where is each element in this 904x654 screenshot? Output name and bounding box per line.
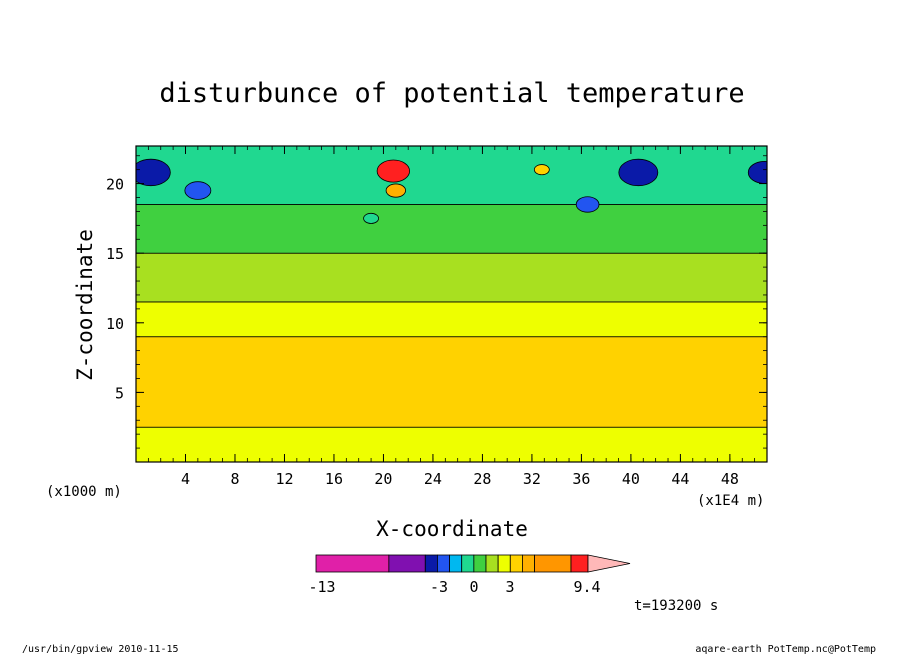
field-feature-4 bbox=[363, 212, 379, 224]
field-band-5 bbox=[136, 146, 767, 205]
field-feature-7 bbox=[747, 161, 767, 184]
x-tick-label: 4 bbox=[181, 470, 190, 488]
colorbar-label-1: 0 bbox=[469, 578, 478, 596]
field bbox=[136, 146, 767, 462]
x-tick-label: 40 bbox=[622, 470, 640, 488]
footer-left: /usr/bin/gpview 2010-11-15 bbox=[22, 644, 179, 654]
field-feature-3 bbox=[385, 183, 406, 198]
colorbar-segment-2 bbox=[424, 554, 438, 573]
field-feature-8 bbox=[533, 164, 550, 176]
field-feature-5 bbox=[618, 158, 659, 187]
x-tick-label: 44 bbox=[671, 470, 689, 488]
colorbar-segment-11 bbox=[534, 554, 572, 573]
colorbar-extend-arrow bbox=[587, 554, 631, 573]
field-band-1 bbox=[136, 336, 767, 428]
field-band-3 bbox=[136, 252, 767, 303]
field-band-4 bbox=[136, 204, 767, 254]
x-tick-label: 20 bbox=[374, 470, 392, 488]
x-tick-label: 48 bbox=[721, 470, 739, 488]
colorbar-segment-1 bbox=[388, 554, 426, 573]
colorbar-segment-4 bbox=[449, 554, 463, 573]
chart-title: disturbunce of potential temperature bbox=[159, 78, 744, 109]
y-tick-label: 15 bbox=[106, 245, 124, 263]
footer-right: aqare-earth_PotTemp.nc@PotTemp bbox=[695, 644, 876, 654]
colorbar-segment-8 bbox=[497, 554, 511, 573]
x-tick-label: 12 bbox=[275, 470, 293, 488]
field-feature-2 bbox=[376, 159, 410, 183]
colorbar-segment-7 bbox=[485, 554, 499, 573]
y-unit-label: (x1000 m) bbox=[46, 484, 122, 500]
field-feature-0 bbox=[136, 158, 171, 187]
x-axis-label: X-coordinate bbox=[376, 517, 528, 541]
colorbar-segment-0 bbox=[315, 554, 390, 573]
colorbar-segment-12 bbox=[570, 554, 589, 573]
field-band-2 bbox=[136, 301, 767, 338]
colorbar-label-0: -3 bbox=[430, 578, 448, 596]
field-feature-1 bbox=[184, 181, 212, 200]
x-tick-label: 8 bbox=[230, 470, 239, 488]
x-tick-label: 36 bbox=[572, 470, 590, 488]
y-tick-label: 5 bbox=[115, 384, 124, 402]
x-tick-label: 24 bbox=[424, 470, 442, 488]
colorbar-segment-6 bbox=[473, 554, 487, 573]
time-label: t=193200 s bbox=[634, 598, 718, 614]
y-tick-label: 20 bbox=[106, 176, 124, 194]
colorbar-label-2: 3 bbox=[505, 578, 514, 596]
colorbar-segment-9 bbox=[509, 554, 523, 573]
colorbar-segment-3 bbox=[437, 554, 450, 573]
x-unit-label: (x1E4 m) bbox=[697, 493, 764, 509]
y-tick-label: 10 bbox=[106, 315, 124, 333]
colorbar-segment-10 bbox=[522, 554, 535, 573]
x-tick-label: 28 bbox=[473, 470, 491, 488]
colorbar-segment-5 bbox=[461, 554, 475, 573]
colorbar bbox=[315, 554, 631, 573]
x-tick-label: 32 bbox=[523, 470, 541, 488]
colorbar-label-3: 9.4 bbox=[573, 578, 600, 596]
colorbar-label-min: -13 bbox=[308, 578, 335, 596]
y-axis-label: Z-coordinate bbox=[73, 229, 97, 381]
field-band-0 bbox=[136, 426, 767, 462]
x-tick-label: 16 bbox=[325, 470, 343, 488]
field-feature-6 bbox=[575, 196, 600, 213]
plot-frame bbox=[135, 145, 768, 463]
